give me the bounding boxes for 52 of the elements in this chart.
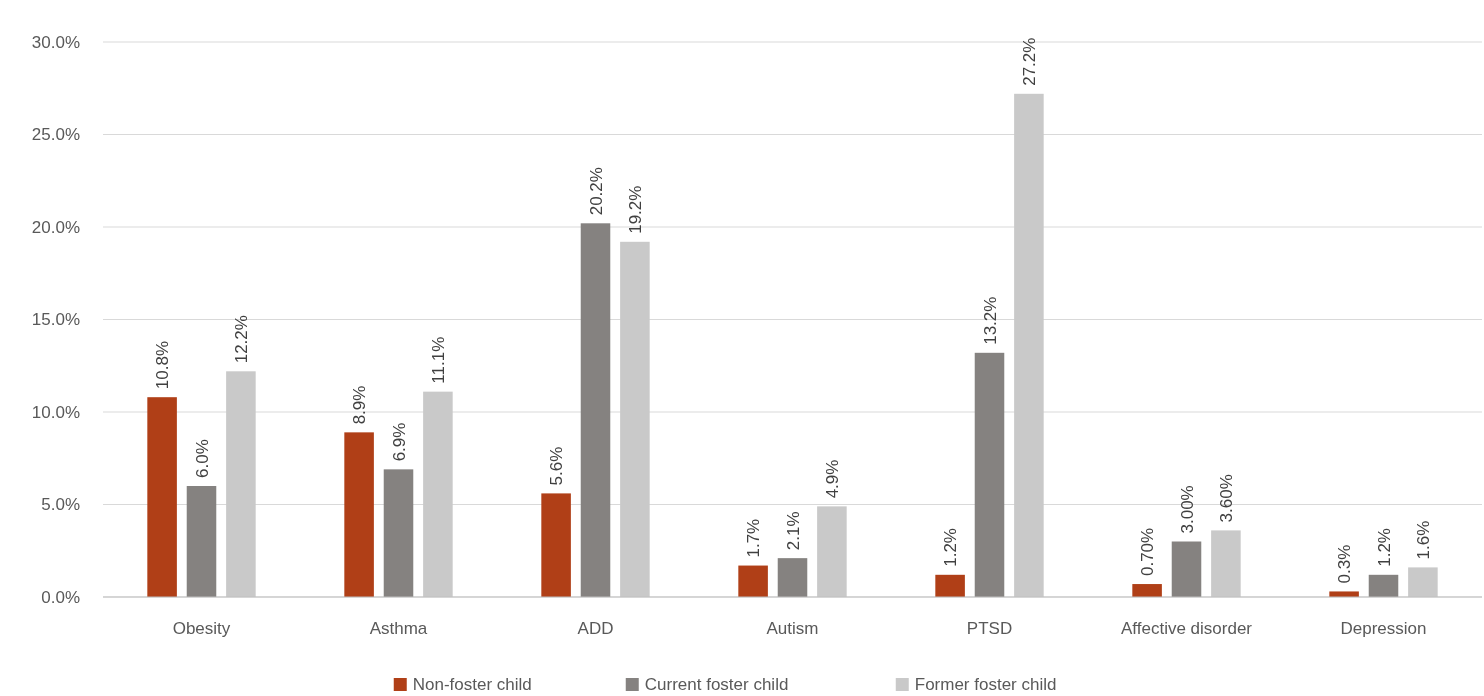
data-label: 5.6% [547, 446, 567, 486]
data-label: 13.2% [980, 296, 1000, 345]
y-tick-label: 10.0% [31, 402, 80, 422]
bar [1171, 541, 1202, 597]
data-label: 6.0% [192, 439, 212, 478]
y-tick-label: 25.0% [31, 125, 80, 145]
data-label: 27.2% [1019, 37, 1039, 86]
data-label: 6.9% [389, 422, 409, 462]
legend-label: Non-foster child [412, 675, 532, 694]
bar [1368, 574, 1399, 597]
data-label: 0.3% [1335, 544, 1355, 584]
data-label: 20.2% [586, 167, 606, 216]
x-tick-label: Asthma [369, 619, 428, 638]
data-label: 3.60% [1216, 474, 1236, 523]
data-label: 19.2% [625, 185, 645, 234]
y-tick-label: 15.0% [31, 310, 80, 330]
bar [974, 352, 1005, 597]
data-label: 1.2% [1374, 528, 1394, 567]
x-tick-label: Affective disorder [1120, 619, 1253, 638]
y-tick-label: 5.0% [41, 495, 80, 515]
bar [541, 493, 571, 597]
data-label: 11.1% [428, 336, 448, 384]
data-label: 1.6% [1413, 520, 1433, 560]
data-label: 8.9% [350, 385, 370, 425]
bar [1132, 584, 1162, 597]
y-tick-label: 30.0% [31, 32, 80, 52]
bar [147, 397, 177, 597]
data-label: 12.2% [231, 315, 251, 364]
bar [344, 432, 374, 597]
x-tick-label: PTSD [966, 619, 1013, 638]
x-tick-label: Autism [766, 619, 819, 638]
data-label: 1.2% [941, 528, 961, 567]
data-label: 1.7% [744, 518, 764, 558]
bar [777, 558, 808, 597]
bar [186, 486, 217, 597]
legend-label: Current foster child [644, 675, 789, 694]
data-label: 10.8% [153, 341, 173, 390]
data-label: 4.9% [822, 459, 842, 499]
data-label: 2.1% [783, 511, 803, 551]
legend-label: Former foster child [914, 675, 1057, 694]
bar [383, 469, 414, 597]
y-tick-label: 0.0% [41, 587, 80, 607]
bar [580, 223, 611, 597]
data-label: 3.00% [1177, 485, 1197, 534]
x-tick-label: Depression [1340, 619, 1427, 638]
bar [935, 574, 965, 597]
x-tick-label: Obesity [172, 619, 231, 638]
bar [738, 565, 768, 597]
data-label: 0.70% [1138, 527, 1158, 577]
y-tick-label: 20.0% [31, 217, 80, 237]
x-tick-label: ADD [577, 619, 614, 638]
bar [1329, 591, 1359, 597]
